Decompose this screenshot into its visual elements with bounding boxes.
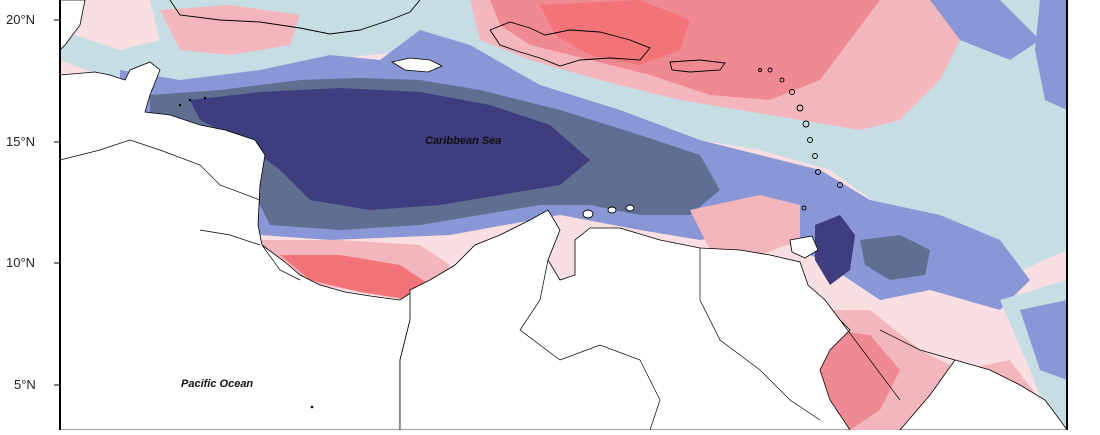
abc-islands bbox=[582, 204, 635, 219]
latitude-label-5n: 5°N bbox=[14, 377, 36, 392]
latitude-ticks bbox=[54, 19, 60, 386]
land-jamaica bbox=[390, 57, 443, 73]
land-trinidad bbox=[789, 235, 819, 259]
lesser-antilles-islands bbox=[758, 67, 843, 211]
latitude-label-20n: 20°N bbox=[6, 12, 36, 27]
land-guianas bbox=[899, 359, 1067, 430]
caribbean-sea-label: Caribbean Sea bbox=[425, 135, 502, 147]
anomaly-coral-north bbox=[540, 0, 690, 65]
anomaly-periwinkle-atlantic-south bbox=[1020, 300, 1067, 380]
country-borders bbox=[60, 139, 956, 430]
land-cuba bbox=[169, 0, 421, 35]
anomaly-coral-south-coast bbox=[280, 255, 430, 300]
anomaly-deep-navy-core bbox=[190, 88, 590, 210]
anomaly-salmon-guianas bbox=[815, 330, 900, 430]
coastal-islets bbox=[178, 96, 314, 409]
anomaly-pale-pink-nw bbox=[60, 0, 160, 50]
anomaly-pink-cuba bbox=[160, 5, 300, 55]
pacific-ocean-label: Pacific Ocean bbox=[181, 378, 254, 390]
land-yucatan bbox=[60, 0, 86, 51]
land-south-america bbox=[399, 209, 851, 430]
anomaly-periwinkle-east-edge bbox=[1035, 0, 1067, 110]
latitude-label-15n: 15°N bbox=[6, 134, 36, 149]
latitude-label-10n: 10°N bbox=[6, 255, 36, 270]
land-puerto-rico bbox=[669, 59, 726, 73]
anomaly-pink-lesser-antilles bbox=[690, 195, 800, 255]
anomaly-navy-east bbox=[815, 215, 855, 285]
land-hispaniola bbox=[489, 21, 651, 67]
anomaly-slate-atlantic bbox=[860, 235, 930, 280]
